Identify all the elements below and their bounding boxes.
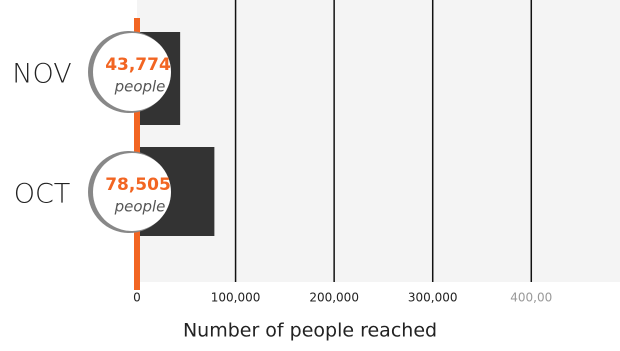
x-axis-title: Number of people reached: [183, 320, 437, 342]
value-label: 43,774: [105, 55, 171, 75]
x-tick-label: 0: [133, 291, 141, 305]
x-tick-label: 300,000: [408, 291, 458, 305]
value-label: 78,505: [105, 175, 171, 195]
x-tick-label: 100,000: [211, 291, 261, 305]
plot-background: [137, 0, 620, 282]
category-label: OCT: [14, 179, 71, 210]
x-tick-label: 400,00: [510, 291, 552, 305]
category-label: NOV: [12, 59, 71, 90]
value-badge-inner: [93, 153, 171, 231]
unit-label: people: [114, 198, 166, 216]
x-tick-label: 200,000: [309, 291, 359, 305]
unit-label: people: [114, 78, 166, 96]
value-badge-inner: [93, 33, 171, 111]
